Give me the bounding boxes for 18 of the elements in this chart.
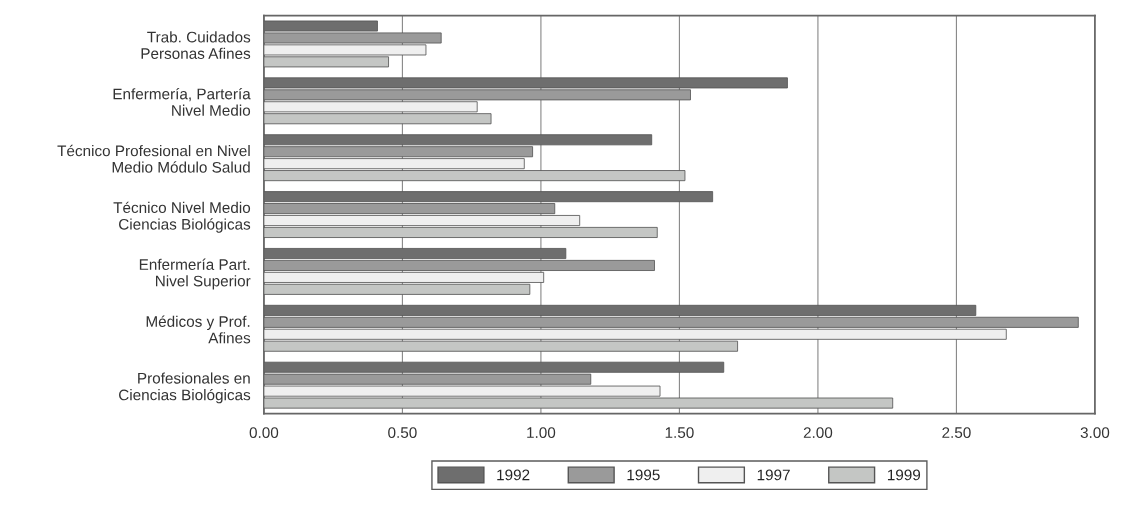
legend-label: 1992 — [497, 469, 530, 481]
y-tick-label: Técnico Profesional en Nivel Medio Módulo Salud — [57, 144, 250, 173]
x-tick-label: 2.00 — [803, 427, 833, 439]
legend-label: 1999 — [887, 469, 921, 481]
y-tick-label: Enfermería, Partería Nivel Medio — [113, 87, 251, 116]
x-tick-label: 1.00 — [527, 427, 556, 439]
legend-label: 1995 — [627, 469, 660, 481]
y-tick-label: Técnico Nivel Medio Ciencias Biológicas — [113, 201, 251, 233]
y-tick-label: Enfermería Part. Nivel Superior — [139, 258, 251, 290]
x-tick-label: 2.50 — [942, 427, 971, 439]
y-tick-label: Trab. Cuidados Personas Afines — [141, 31, 251, 59]
x-tick-label: 1.50 — [665, 427, 694, 439]
y-tick-label: Profesionales en Ciencias Biológicas — [119, 372, 251, 404]
x-tick-label: 3.00 — [1080, 427, 1110, 439]
x-tick-label: 0.50 — [388, 427, 417, 439]
y-tick-label: Médicos y Prof. Afines — [146, 315, 251, 344]
legend-label: 1997 — [757, 469, 790, 481]
x-tick-label: 0.00 — [249, 427, 279, 439]
